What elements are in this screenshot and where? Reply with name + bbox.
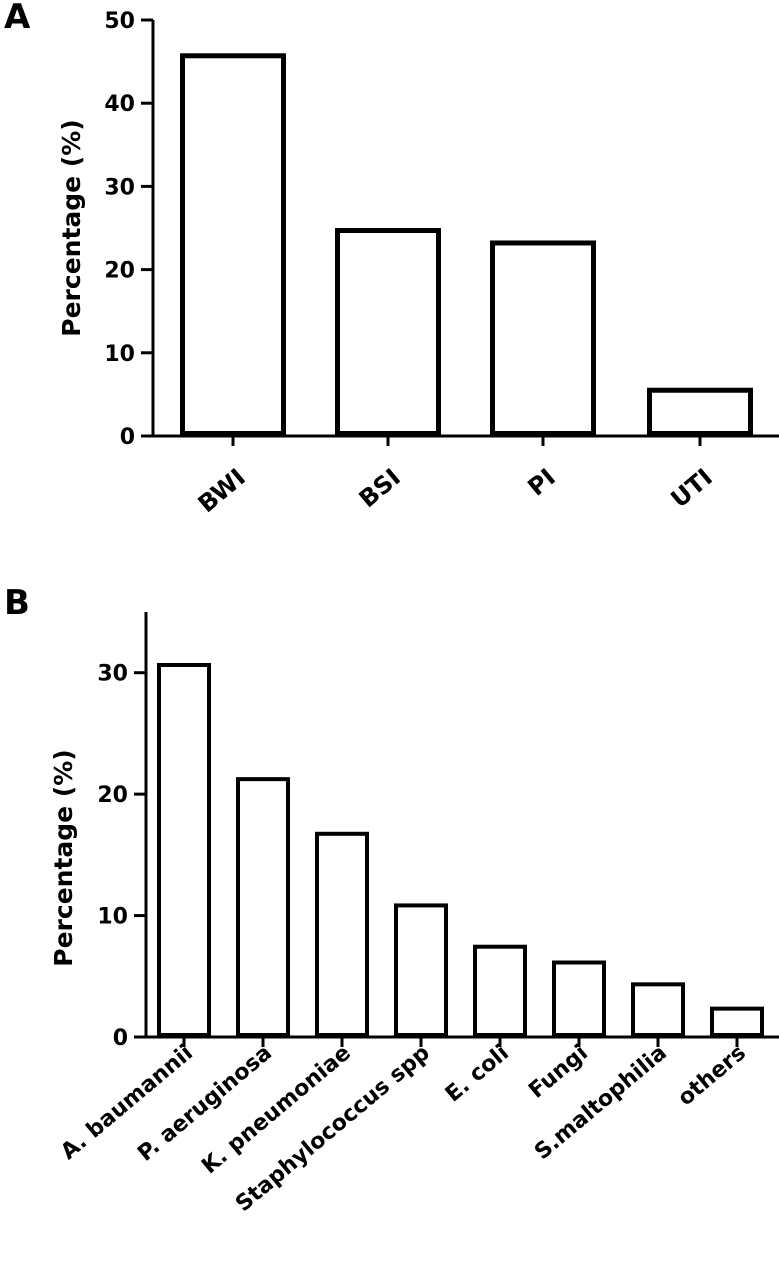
bar-uti (647, 387, 753, 436)
x-category-label: BSI (354, 463, 406, 513)
bar-k-pneumoniae (315, 831, 369, 1037)
x-category-label: Fungi (524, 1040, 593, 1103)
y-tick-label: 40 (104, 92, 135, 117)
y-tick-label: 10 (104, 342, 135, 367)
x-category-label: K. pneumoniae (197, 1040, 356, 1179)
bar-pi (490, 240, 596, 436)
bar-p-aeruginosa (236, 777, 290, 1038)
y-tick-label: 20 (104, 259, 135, 284)
y-axis-label: Percentage (%) (57, 119, 86, 336)
x-category-label: S.maltophilia (530, 1040, 672, 1165)
bar-fungi (552, 960, 606, 1037)
x-category-label: PI (523, 463, 561, 502)
y-tick-label: 30 (104, 175, 135, 200)
x-category-label: P. aeruginosa (133, 1040, 277, 1166)
panel-a-bar-chart: A 0 10 20 30 40 50 Percentage (%) BWI BSI PI UTI (4, 0, 779, 518)
bar-others (710, 1006, 764, 1038)
panel-label-a: A (4, 0, 31, 37)
x-category-label: UTI (666, 463, 718, 513)
bar-s-maltophilia (631, 982, 685, 1037)
x-category-label: A. baumannii (56, 1040, 198, 1164)
x-category-label: others (673, 1040, 750, 1111)
bar-staphylococcus-spp (394, 903, 448, 1038)
panel-label-b: B (4, 583, 30, 623)
bar-bwi (180, 53, 286, 436)
x-category-label: BWI (193, 463, 251, 518)
y-tick-label: 30 (97, 662, 128, 687)
y-tick-label: 0 (120, 425, 135, 450)
y-tick-label: 10 (97, 905, 128, 930)
y-tick-label: 0 (113, 1026, 128, 1051)
bar-bsi (335, 228, 441, 436)
bar-e-coli (473, 944, 527, 1038)
y-tick-label: 50 (104, 9, 135, 34)
x-category-label: E. coli (441, 1040, 514, 1107)
y-tick-label: 20 (97, 783, 128, 808)
y-axis-label: Percentage (%) (49, 749, 78, 966)
bar-a-baumannii (157, 663, 211, 1037)
